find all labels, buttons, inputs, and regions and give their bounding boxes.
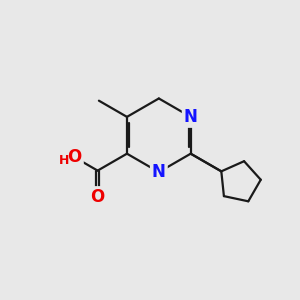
- Text: O: O: [91, 188, 105, 206]
- Text: N: N: [184, 108, 198, 126]
- Text: ·: ·: [69, 150, 73, 164]
- Text: N: N: [152, 163, 166, 181]
- Text: H: H: [59, 154, 70, 167]
- Text: O: O: [68, 148, 82, 166]
